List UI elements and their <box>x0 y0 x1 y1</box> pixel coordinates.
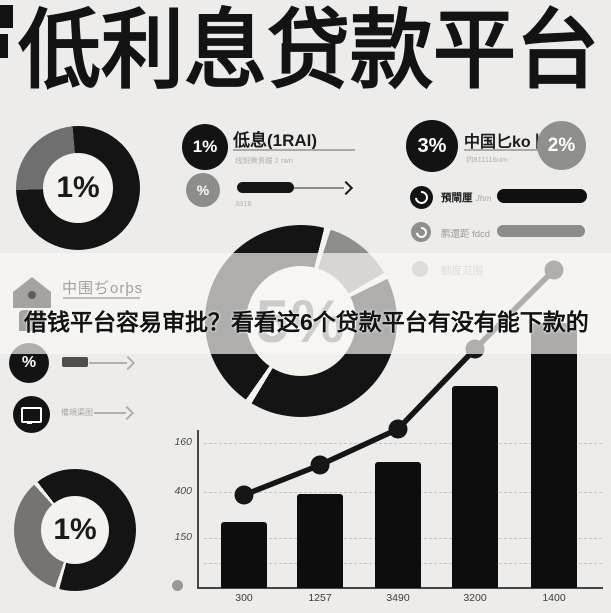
value-pill-dark <box>497 189 587 203</box>
row-label-text: 預閘厘 <box>441 192 473 204</box>
monitor-icon <box>13 396 50 433</box>
y-axis-tick-label: 160 <box>174 436 192 448</box>
right-title: 中国匕ko卜) <box>464 134 553 151</box>
y-axis-tick-label: 400 <box>174 485 192 497</box>
origin-dot <box>172 580 183 591</box>
x-axis <box>197 587 603 589</box>
arrow-line <box>89 362 127 364</box>
divider <box>233 149 355 151</box>
x-axis-category-label: 3200 <box>463 592 487 604</box>
percent-badge: % <box>186 173 220 207</box>
right-row-label: 鹏還距 fdcd <box>441 229 491 240</box>
bar <box>452 386 498 588</box>
y-axis-tick-label: 150 <box>174 531 192 543</box>
progress-pill <box>237 182 294 193</box>
donut-value: 1% <box>56 171 100 204</box>
donut-chart-top-left: 1% <box>16 126 140 250</box>
x-axis-category-label: 1257 <box>308 592 332 604</box>
row-label-note: Jhm <box>475 193 492 203</box>
percent-circle: % <box>9 343 49 383</box>
donut-value: 1% <box>53 513 97 546</box>
clock-icon <box>410 186 433 209</box>
brand-underline <box>63 297 140 299</box>
right-row-label: 預閘厘 Jhm <box>441 190 491 205</box>
rate-subtext: 线斑腾贵踞 2 rwn <box>235 156 293 165</box>
headline-text: 借钱平台容易审批？看看这6个贷款平台有没有能下款的 <box>24 309 589 335</box>
arrow-line <box>94 412 126 414</box>
divider <box>464 149 542 151</box>
bar <box>375 462 421 588</box>
monitor-label: 備規渠图 <box>61 408 93 417</box>
home-icon <box>13 277 51 331</box>
short-bar <box>62 357 88 367</box>
page-title: 低利息贷款平台 <box>18 2 599 99</box>
stat-badge-right: 2% <box>537 121 586 170</box>
corner-mark <box>0 5 13 28</box>
donut-chart-bottom-left: 1% <box>14 469 136 591</box>
stat-badge-left: 3% <box>406 120 458 172</box>
rate-title: 低息(1RAI) <box>233 131 318 150</box>
corner-mark <box>0 34 8 58</box>
arrow-line <box>294 187 344 189</box>
right-subtext: 约811116um <box>466 155 508 164</box>
x-axis-category-label: 300 <box>235 592 253 604</box>
gridline <box>204 443 602 444</box>
y-axis <box>197 430 199 588</box>
bar <box>221 522 267 588</box>
x-axis-category-label: 3490 <box>386 592 410 604</box>
percent-subtext: 3316 <box>235 199 252 208</box>
rate-badge: 1% <box>182 124 228 170</box>
x-axis-category-label: 1400 <box>542 592 566 604</box>
headline-overlay-band: 中围ぢorþs 借钱平台容易审批？看看这6个贷款平台有没有能下款的 <box>0 253 611 354</box>
brand-text: 中围ぢorþs <box>62 280 144 297</box>
bar <box>531 323 577 588</box>
bar <box>297 494 343 588</box>
clock-icon-gray <box>411 222 431 242</box>
value-pill-gray <box>497 225 585 237</box>
